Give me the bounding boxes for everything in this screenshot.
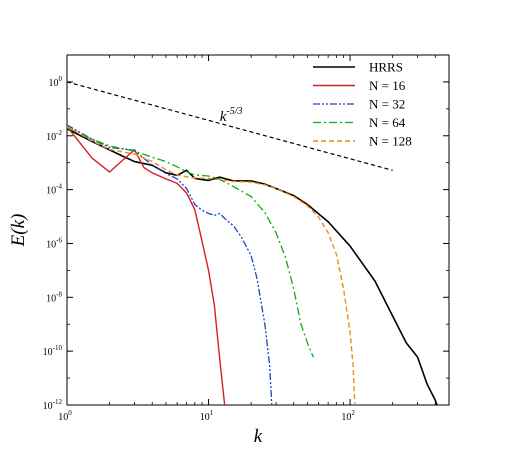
slope-annotation: k-5/3 (220, 106, 243, 125)
legend-label: N = 128 (369, 134, 412, 149)
y-tick-base: 10 (46, 239, 56, 250)
x-tick-base: 10 (200, 412, 210, 423)
y-tick-exponent: -12 (53, 398, 63, 406)
slope-annotation-exponent: -5/3 (226, 106, 242, 117)
y-tick-exponent: 0 (59, 75, 63, 83)
y-tick-label: 10-2 (46, 129, 62, 143)
y-tick-label: 10-8 (46, 290, 62, 304)
x-axis-label: k (254, 426, 263, 447)
legend-label: N = 32 (369, 97, 405, 112)
series-line-n-16 (67, 126, 226, 405)
series-line-n-32 (67, 124, 273, 405)
y-tick-base: 10 (46, 293, 56, 304)
y-tick-label: 10-10 (43, 344, 63, 358)
y-tick-label: 100 (49, 75, 63, 89)
x-tick-label: 102 (341, 409, 355, 423)
legend-label: N = 64 (369, 115, 406, 130)
series-group (67, 124, 438, 405)
legend-label: N = 16 (369, 78, 406, 93)
x-tick-label: 101 (200, 409, 214, 423)
x-tick-exponent: 1 (210, 409, 214, 417)
y-tick-exponent: -6 (56, 236, 62, 244)
y-tick-base: 10 (46, 186, 56, 197)
x-tick-exponent: 0 (68, 409, 72, 417)
y-tick-exponent: -2 (56, 129, 62, 137)
legend: HRRS N = 16 N = 32 N = 64 N = 128 (313, 60, 412, 149)
x-tick-label: 100 (58, 409, 72, 423)
x-tick-base: 10 (341, 412, 351, 423)
x-tick-base: 10 (58, 412, 68, 423)
y-tick-exponent: -10 (53, 344, 63, 352)
y-tick-base: 10 (43, 401, 53, 412)
series-line-hrrs (67, 128, 438, 405)
series-line-n-128 (67, 125, 356, 405)
y-tick-base: 10 (46, 132, 56, 143)
plot-frame (66, 54, 450, 406)
y-tick-base: 10 (49, 78, 59, 89)
slope-annotation-base: k (220, 109, 227, 125)
y-tick-base: 10 (43, 347, 53, 358)
y-tick-exponent: -4 (56, 183, 62, 191)
x-tick-exponent: 2 (351, 409, 355, 417)
y-axis-label: E(k) (8, 214, 29, 248)
reference-line (67, 81, 393, 171)
y-tick-label: 10-6 (46, 236, 62, 250)
legend-label: HRRS (369, 60, 403, 75)
reference-line-group (67, 81, 393, 171)
y-tick-label: 10-4 (46, 183, 62, 197)
series-line-n-64 (67, 127, 314, 358)
y-tick-exponent: -8 (56, 290, 62, 298)
y-tick-label: 10-12 (43, 398, 63, 412)
